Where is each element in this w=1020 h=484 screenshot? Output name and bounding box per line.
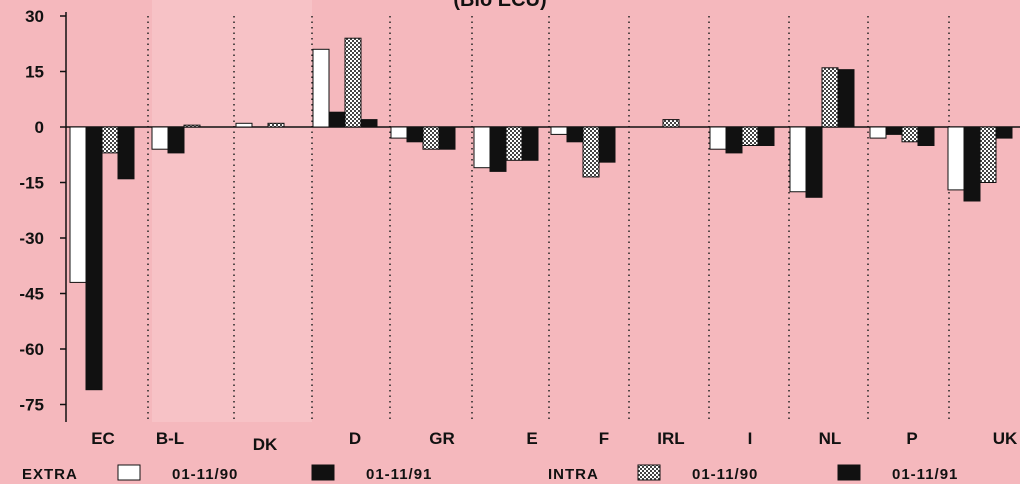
bar-extra-90-dk — [235, 122, 253, 128]
y-tick-label: -45 — [19, 285, 44, 304]
bar-extra-91-f — [566, 126, 584, 143]
legend-item-label: 01-11/90 — [692, 466, 758, 483]
category-label: B-L — [156, 429, 184, 448]
bars-layer — [69, 37, 1013, 391]
bar-extra-91-gr — [406, 126, 424, 143]
bar-intra-90-f — [582, 126, 600, 178]
legend-swatch-hatched — [637, 464, 661, 481]
bar-intra-90-b-l — [183, 124, 201, 128]
bar-extra-90-ec — [69, 126, 87, 283]
bar-extra-90-b-l — [151, 126, 169, 150]
bar-extra-90-uk — [947, 126, 965, 191]
bar-extra-90-nl — [789, 126, 807, 193]
y-tick-label: 15 — [25, 63, 44, 82]
bar-intra-91-ec — [117, 126, 135, 180]
category-label: EC — [91, 429, 115, 448]
bar-extra-91-p — [885, 126, 903, 135]
category-label: P — [906, 429, 917, 448]
shade-band-layer — [152, 0, 312, 422]
y-tick-label: 30 — [25, 7, 44, 26]
category-label: D — [349, 429, 361, 448]
legend-item-label: 01-11/91 — [366, 466, 432, 483]
bar-extra-91-e — [489, 126, 507, 172]
y-tick-label: -60 — [19, 340, 44, 359]
y-tick-label: -30 — [19, 229, 44, 248]
category-label: NL — [819, 429, 842, 448]
bar-extra-90-e — [473, 126, 491, 169]
bar-intra-90-d — [344, 37, 362, 128]
legend-group-label: INTRA — [548, 466, 599, 483]
bar-intra-91-i — [757, 126, 775, 146]
bar-extra-90-f — [550, 126, 568, 135]
bar-intra-91-nl — [837, 69, 855, 128]
bar-intra-91-gr — [438, 126, 456, 150]
category-label: I — [748, 429, 753, 448]
bar-intra-91-uk — [995, 126, 1013, 139]
legend-group-label: EXTRA — [22, 466, 78, 483]
bar-extra-90-i — [709, 126, 727, 150]
bar-intra-90-ec — [101, 126, 119, 154]
y-tick-label: 0 — [35, 118, 44, 137]
bar-intra-91-f — [598, 126, 616, 163]
bar-intra-90-p — [901, 126, 919, 143]
bar-intra-90-nl — [821, 67, 839, 128]
bar-extra-90-gr — [390, 126, 408, 139]
legend-swatch-hollow — [117, 464, 141, 481]
category-label: IRL — [657, 429, 684, 448]
bar-extra-91-d — [328, 111, 346, 128]
bar-intra-90-uk — [979, 126, 997, 183]
bar-extra-91-uk — [963, 126, 981, 202]
bar-extra-90-d — [312, 48, 330, 128]
category-label: F — [599, 429, 609, 448]
y-tick-label: -15 — [19, 174, 44, 193]
bar-extra-91-ec — [85, 126, 103, 391]
y-axis: 30 15 0 -15 -30 -45 -60 -75 — [19, 7, 1020, 422]
legend: EXTRA 01-11/90 01-11/91 INTRA 01-11/90 01-11/… — [22, 464, 958, 483]
shade-band — [152, 0, 312, 422]
chart-title: (Bio ECU) — [453, 0, 546, 11]
legend-swatch-black — [311, 464, 335, 481]
legend-swatch-black — [837, 464, 861, 481]
bar-extra-91-nl — [805, 126, 823, 198]
bar-intra-90-gr — [422, 126, 440, 150]
bar-intra-91-e — [521, 126, 539, 161]
legend-item-label: 01-11/91 — [892, 466, 958, 483]
bar-intra-91-d — [360, 119, 378, 128]
category-label: UK — [993, 429, 1018, 448]
category-labels: EC B-L DK D GR E F IRL I NL P UK — [91, 429, 1018, 454]
bar-intra-90-e — [505, 126, 523, 161]
bar-extra-91-b-l — [167, 126, 185, 154]
bar-intra-90-dk — [267, 122, 285, 128]
y-tick-label: -75 — [19, 396, 44, 415]
legend-item-label: 01-11/90 — [172, 466, 238, 483]
bar-extra-91-i — [725, 126, 743, 154]
bar-intra-90-irl — [662, 119, 680, 128]
category-label: GR — [429, 429, 455, 448]
category-label: DK — [253, 435, 278, 454]
bar-intra-90-i — [741, 126, 759, 146]
category-label: E — [526, 429, 537, 448]
bar-extra-90-p — [869, 126, 887, 139]
bar-intra-91-p — [917, 126, 935, 146]
